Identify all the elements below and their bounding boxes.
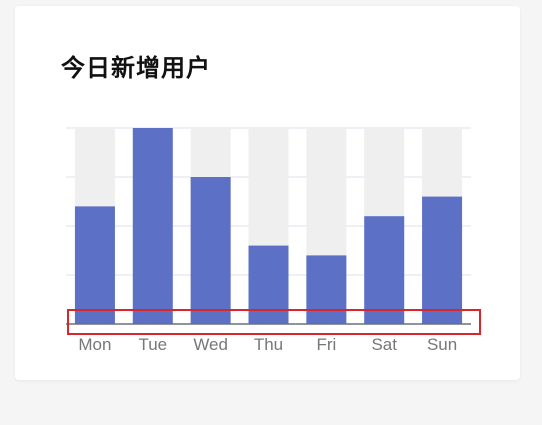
bar-thu (248, 245, 289, 324)
x-tick-label: Fri (316, 335, 336, 354)
bars (74, 128, 463, 324)
x-tick-label: Sun (427, 335, 457, 354)
x-tick-label: Sat (371, 335, 397, 354)
x-tick-labels: Mon Tue Wed Thu Fri Sat Sun (78, 335, 457, 354)
x-tick-label: Tue (138, 335, 167, 354)
x-tick-label: Thu (254, 335, 283, 354)
bar-mon (74, 206, 115, 324)
x-tick-label: Mon (78, 335, 111, 354)
bar-tue (132, 128, 173, 324)
bar-sat (364, 216, 405, 324)
x-tick-label: Wed (193, 335, 228, 354)
bar-sun (422, 196, 463, 324)
card-title: 今日新增用户 (61, 54, 211, 82)
bar-fri (306, 255, 347, 324)
bar-wed (190, 177, 231, 324)
